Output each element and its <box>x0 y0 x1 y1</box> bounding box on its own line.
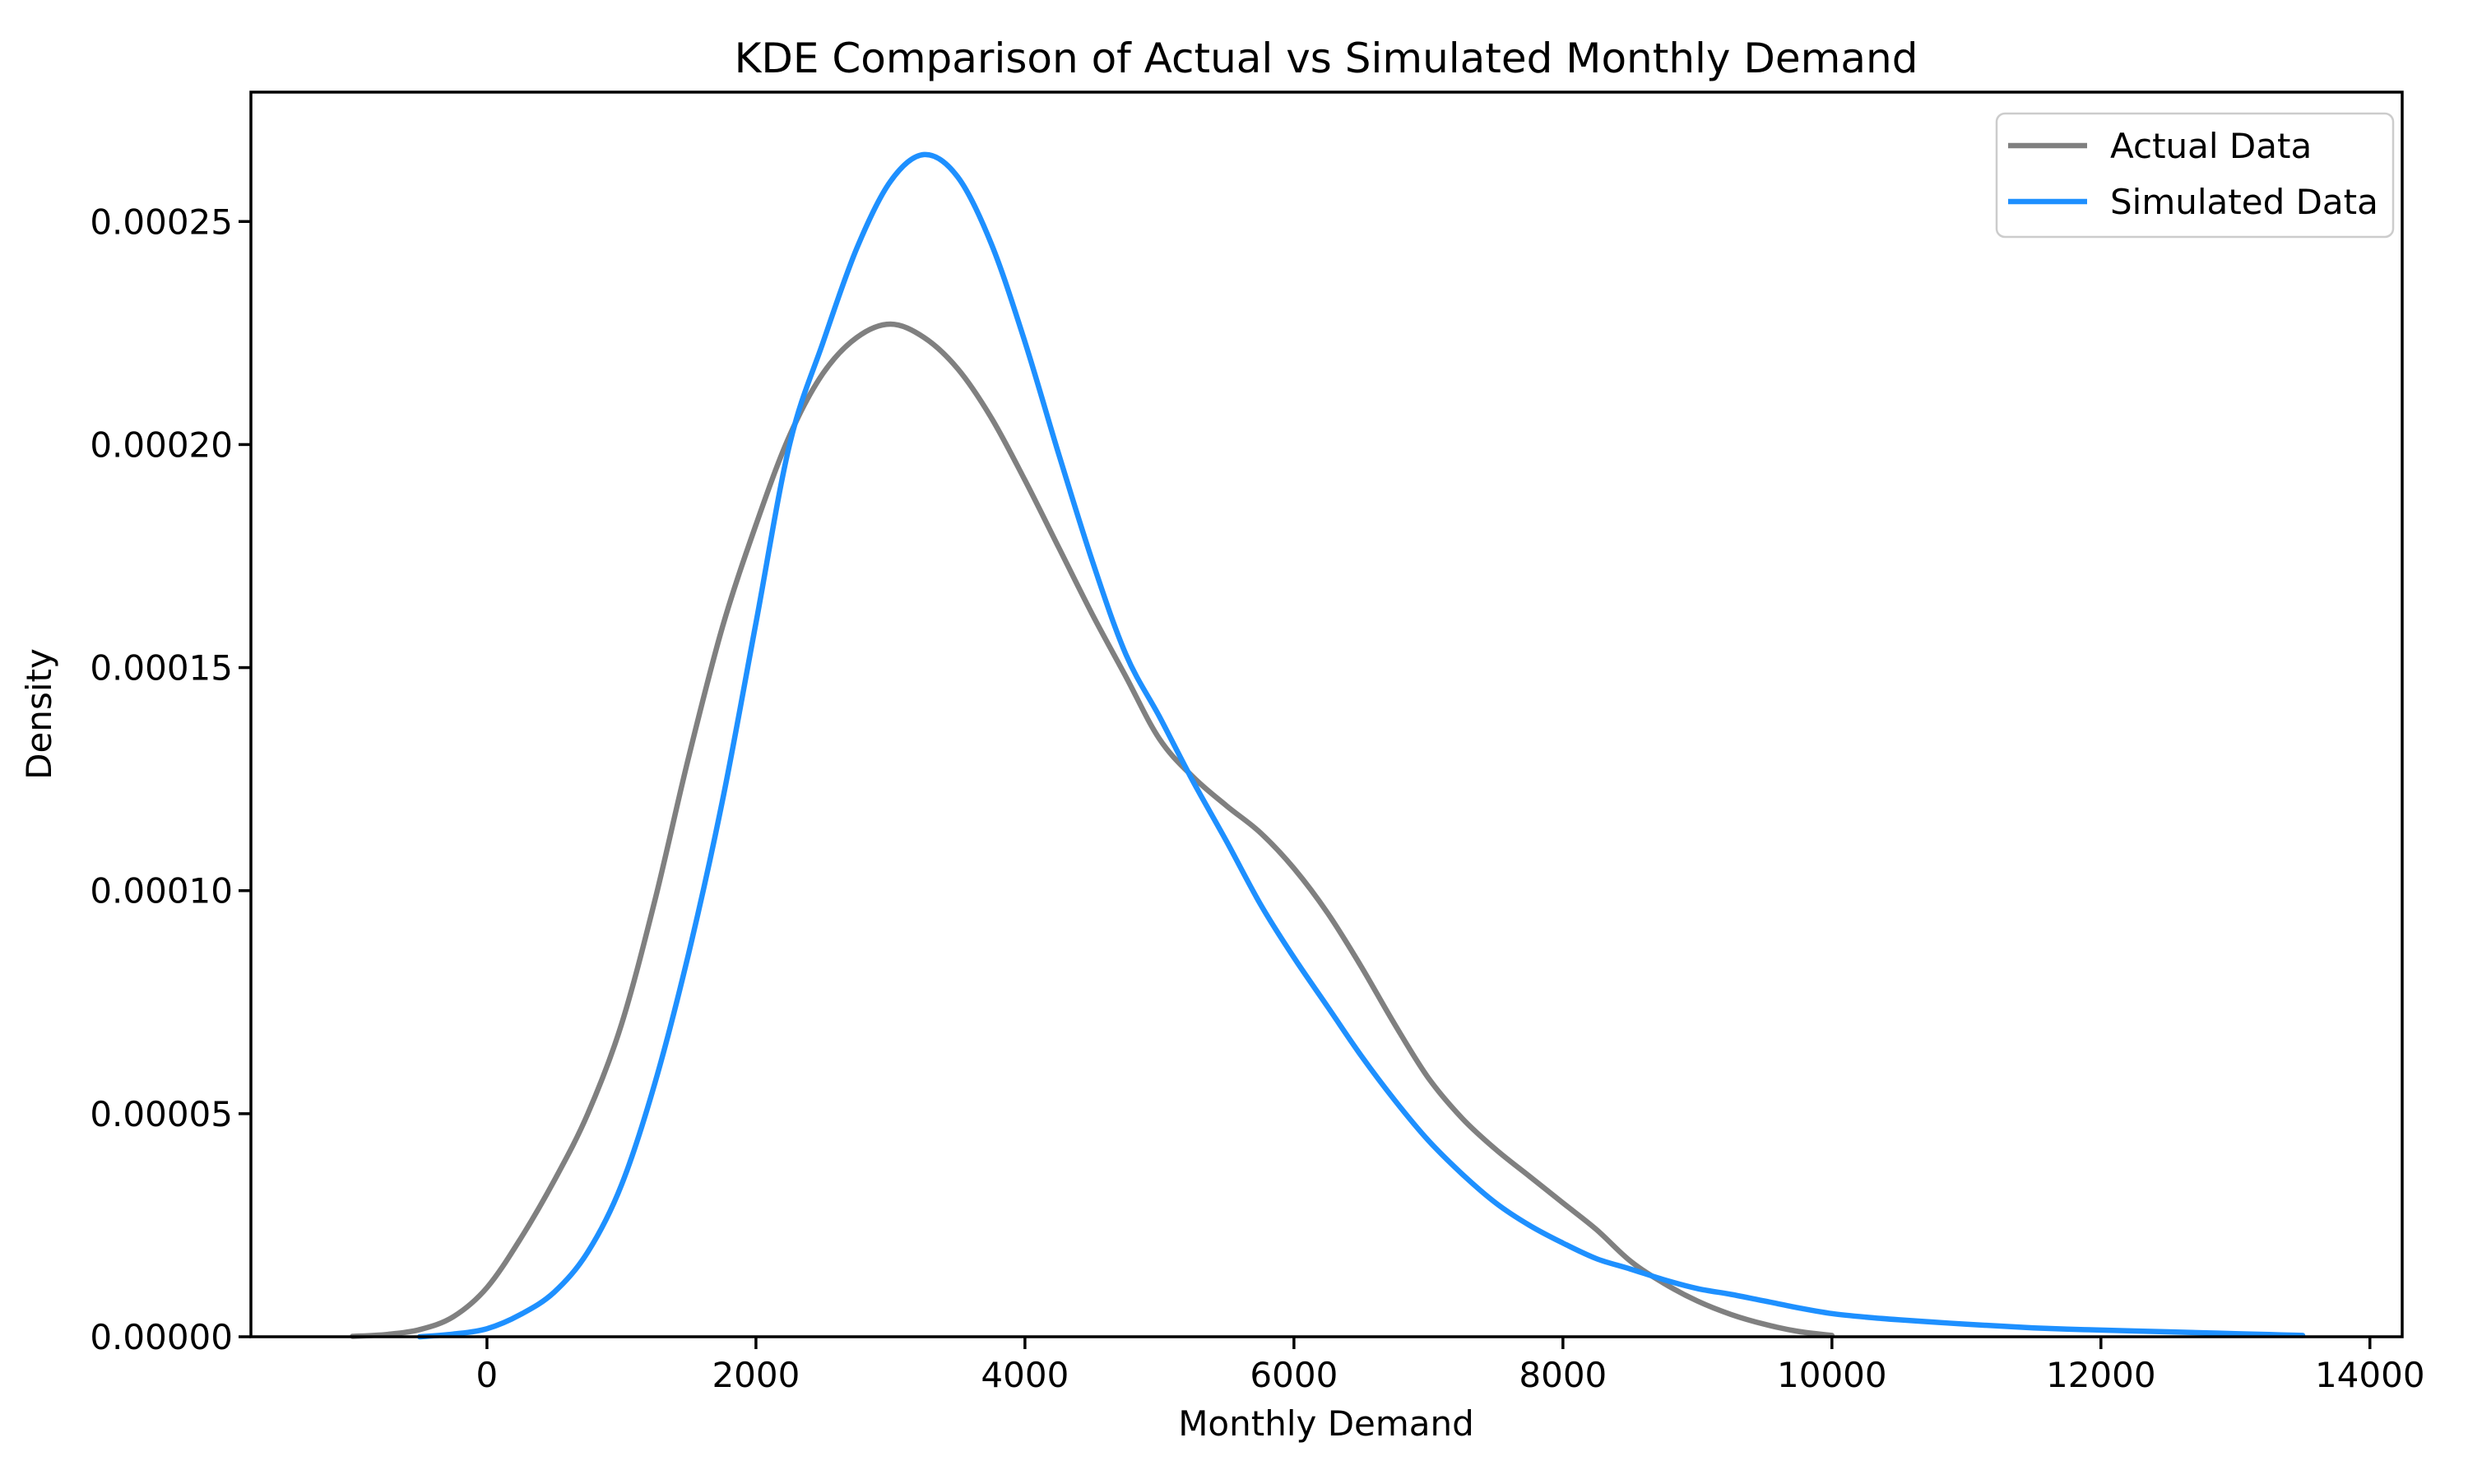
y-tick-label: 0.00025 <box>90 202 233 242</box>
kde-curve-actual-data <box>350 321 1835 1339</box>
x-tick-label: 8000 <box>1519 1355 1607 1395</box>
x-tick-label: 0 <box>476 1355 499 1395</box>
x-tick-label: 6000 <box>1250 1355 1338 1395</box>
y-tick-label: 0.00015 <box>90 648 233 689</box>
y-tick-label: 0.00020 <box>90 424 233 465</box>
chart-title: KDE Comparison of Actual vs Simulated Mo… <box>735 35 1918 82</box>
legend-label-actual-data: Actual Data <box>2110 126 2312 166</box>
plot-border <box>249 90 2404 1338</box>
legend-label-simulated-data: Simulated Data <box>2110 182 2378 222</box>
x-tick-label: 10000 <box>1777 1355 1887 1395</box>
y-tick-label: 0.00005 <box>90 1094 233 1134</box>
plot-area <box>251 92 2402 1337</box>
y-tick-label: 0.00010 <box>90 871 233 911</box>
x-tick-label: 4000 <box>981 1355 1069 1395</box>
legend-box <box>1995 112 2395 239</box>
x-tick-label: 2000 <box>712 1355 800 1395</box>
y-axis-label: Density <box>19 648 59 780</box>
x-axis-label: Monthly Demand <box>1178 1403 1474 1444</box>
x-axis-ticks: 0 2000 4000 6000 8000 10000 12000 14000 <box>476 1337 2425 1395</box>
kde-curve-simulated-data <box>416 151 2306 1340</box>
x-tick-label: 12000 <box>2046 1355 2156 1395</box>
legend: Actual Data Simulated Data <box>1995 112 2395 239</box>
kde-curves <box>350 151 2306 1340</box>
x-tick-label: 14000 <box>2315 1355 2425 1395</box>
y-tick-label: 0.00000 <box>90 1317 233 1357</box>
y-axis-ticks: 0.00000 0.00005 0.00010 0.00015 0.00020 0.000… <box>90 202 251 1357</box>
